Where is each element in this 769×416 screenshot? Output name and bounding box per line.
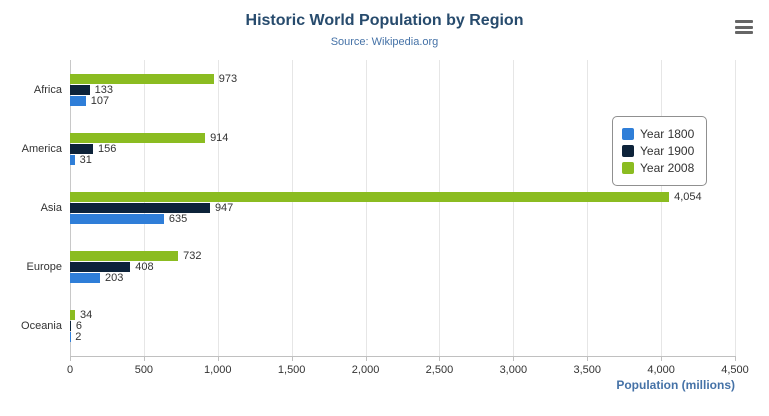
- axis-tick: [365, 356, 367, 361]
- bar-year-2008-asia: [70, 192, 670, 202]
- hamburger-bar: [735, 31, 753, 34]
- bar-year-1900-america: [70, 143, 94, 154]
- bar-value-year-1800-europe: 203: [104, 272, 124, 285]
- x-tick-label: 1,000: [204, 364, 232, 376]
- legend-swatch: [622, 145, 634, 157]
- hamburger-icon[interactable]: [733, 18, 755, 36]
- gridline: [587, 60, 589, 356]
- bar-year-2008-europe: [70, 251, 179, 262]
- bar-year-2008-africa: [70, 73, 214, 84]
- bar-value-year-1900-oceania: 6: [75, 320, 82, 333]
- hamburger-bar: [735, 20, 753, 23]
- x-tick-label: 4,000: [647, 364, 675, 376]
- bar-value-year-2008-america: 914: [210, 131, 229, 144]
- bar-value-year-1800-africa: 107: [90, 94, 110, 107]
- axis-tick: [217, 356, 219, 361]
- bar-value-year-1800-america: 31: [79, 153, 92, 166]
- gridline: [735, 60, 736, 356]
- gridline: [513, 60, 515, 356]
- chart-subtitle: Source: Wikipedia.org: [330, 36, 439, 48]
- gridline: [365, 60, 367, 356]
- legend-item-year-1900[interactable]: Year 1900: [622, 144, 694, 158]
- axis-tick: [70, 356, 71, 361]
- legend-items: Year 1800 Year 1900 Year 2008: [622, 127, 694, 175]
- x-axis-title: Population (millions): [616, 378, 735, 392]
- legend-item-year-1800[interactable]: Year 1800: [622, 127, 694, 141]
- legend-label: Year 2008: [640, 161, 695, 175]
- x-tick-label: 3,500: [573, 364, 601, 376]
- plot-area: 0 500 1,000 1,500 2,000 2,500 3,000 3,500 4,000 4…: [21, 60, 749, 376]
- x-tick-label: 500: [134, 364, 154, 376]
- gridline: [217, 60, 219, 356]
- category-label-africa: Africa: [33, 83, 62, 96]
- axis-tick: [439, 356, 441, 361]
- category-label-asia: Asia: [40, 201, 62, 214]
- bar-year-1900-oceania: [70, 321, 71, 332]
- bar-year-1800-africa: [70, 95, 86, 106]
- axis-tick: [735, 356, 736, 361]
- legend-swatch: [622, 128, 634, 140]
- legend: Year 1800 Year 1900 Year 2008: [612, 116, 708, 186]
- hamburger-bar: [735, 25, 753, 29]
- axis-tick: [661, 356, 663, 361]
- bar-value-year-2008-africa: 973: [218, 72, 238, 85]
- chart-title: Historic World Population by Region: [245, 12, 524, 29]
- bar-year-1800-europe: [70, 273, 100, 284]
- bar-year-1900-europe: [70, 262, 131, 273]
- bar-year-2008-america: [70, 132, 206, 143]
- axis-tick: [587, 356, 589, 361]
- category-label-oceania: Oceania: [21, 320, 62, 333]
- bar-value-year-2008-europe: 732: [183, 250, 202, 263]
- gridline: [291, 60, 293, 356]
- bar-value-year-1900-europe: 408: [135, 261, 154, 274]
- bar-value-year-2008-oceania: 34: [80, 309, 93, 322]
- category-label-europe: Europe: [26, 261, 62, 274]
- bar-value-year-1900-africa: 133: [94, 83, 113, 96]
- category-label-america: America: [21, 142, 62, 155]
- legend-label: Year 1900: [640, 144, 695, 158]
- axis-tick: [143, 356, 145, 361]
- bar-year-1900-africa: [70, 84, 90, 95]
- bar-value-year-1800-oceania: 2: [75, 331, 82, 344]
- x-tick-label: 3,000: [499, 364, 528, 376]
- bar-value-year-2008-asia: 4,054: [674, 191, 702, 203]
- bar-year-1800-america: [70, 154, 75, 165]
- bar-year-1900-asia: [70, 203, 210, 213]
- bar-value-year-1800-asia: 635: [168, 213, 188, 225]
- axis-tick: [291, 356, 293, 361]
- axis-tick: [513, 356, 515, 361]
- gridline: [439, 60, 441, 356]
- x-tick-label: 4,500: [721, 364, 749, 376]
- bar-year-2008-oceania: [70, 310, 76, 321]
- x-tick-label: 0: [66, 364, 74, 376]
- bar-value-year-1900-america: 156: [98, 142, 117, 155]
- legend-swatch: [622, 162, 634, 174]
- legend-label: Year 1800: [640, 127, 695, 141]
- bar-year-1800-asia: [70, 214, 164, 224]
- gridline: [661, 60, 663, 356]
- legend-item-year-2008[interactable]: Year 2008: [622, 161, 694, 175]
- bar-value-year-1900-asia: 947: [214, 202, 234, 214]
- x-tick-label: 2,000: [351, 364, 380, 376]
- x-tick-label: 2,500: [425, 364, 454, 376]
- x-tick-label: 1,500: [277, 364, 306, 376]
